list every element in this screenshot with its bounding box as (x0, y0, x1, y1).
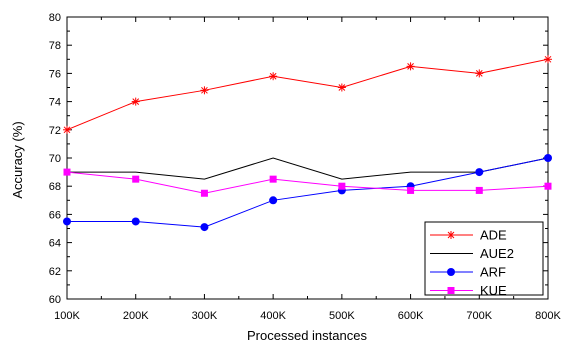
legend-marker-arf (447, 268, 455, 276)
data-point-ade (200, 86, 209, 95)
data-point-arf (131, 217, 140, 226)
legend-label-ade: ADE (480, 228, 507, 243)
data-point-ade (131, 97, 140, 106)
legend-item-ade: ADE (430, 228, 507, 243)
data-point-kue (200, 189, 208, 197)
x-tick-label: 100K (54, 310, 80, 322)
legend-item-aue2: AUE2 (430, 246, 514, 261)
x-tick-label: 400K (260, 310, 286, 322)
x-tick-label: 600K (398, 310, 424, 322)
series-ade (63, 55, 552, 134)
data-point-ade (337, 83, 346, 92)
series-aue2 (67, 157, 549, 180)
legend-box (424, 221, 544, 296)
legend: ADE AUE2 ARF KUE (424, 221, 544, 298)
series-layer (63, 55, 552, 232)
data-point-ade (544, 55, 552, 64)
y-axis: 60 62 64 66 68 70 72 74 76 78 80 (49, 12, 548, 306)
series-kue (63, 168, 552, 197)
y-tick-label: 80 (49, 12, 61, 24)
x-tick-label: 800K (535, 310, 561, 322)
x-tick-label: 500K (329, 310, 355, 322)
x-tick-label: 700K (466, 310, 492, 322)
legend-item-kue: KUE (430, 283, 507, 298)
legend-item-arf: ARF (430, 265, 506, 280)
data-point-kue (475, 186, 483, 194)
y-axis-label: Accuracy (%) (10, 121, 25, 198)
data-point-kue (544, 182, 552, 190)
y-tick-label: 70 (49, 153, 61, 165)
x-tick-label: 200K (123, 310, 149, 322)
y-tick-label: 72 (49, 125, 61, 137)
series-line-arf (67, 157, 549, 228)
y-tick-label: 66 (49, 209, 61, 221)
data-point-arf (544, 154, 552, 162)
data-point-ade (269, 72, 278, 81)
data-point-arf (200, 223, 209, 232)
series-line-kue (66, 171, 549, 194)
data-point-kue (63, 168, 71, 176)
data-point-kue (132, 175, 140, 183)
data-point-ade (406, 62, 415, 71)
y-tick-label: 64 (49, 238, 61, 250)
data-point-ade (63, 125, 71, 134)
series-line-ade (66, 58, 549, 131)
x-axis: 100K 200K 300K 400K 500K 600K 700K 800K (54, 17, 562, 322)
series-line-aue2 (67, 157, 549, 180)
y-tick-label: 78 (49, 40, 61, 52)
data-point-ade (475, 69, 484, 78)
legend-label-arf: ARF (480, 265, 506, 280)
x-axis-label: Processed instances (247, 328, 367, 342)
legend-label-kue: KUE (480, 283, 507, 298)
y-tick-label: 62 (49, 266, 61, 278)
legend-label-aue2: AUE2 (480, 246, 514, 261)
x-tick-label: 300K (192, 310, 218, 322)
data-point-kue (338, 182, 346, 190)
y-tick-label: 68 (49, 181, 61, 193)
y-tick-label: 76 (49, 68, 61, 80)
data-point-kue (269, 175, 277, 183)
y-tick-label: 74 (49, 97, 61, 109)
y-tick-label: 60 (49, 294, 61, 306)
data-point-arf (475, 168, 484, 177)
legend-marker-ade (447, 231, 455, 239)
data-point-kue (407, 186, 415, 194)
data-point-arf (269, 196, 278, 205)
legend-marker-kue (447, 287, 455, 294)
data-point-arf (63, 217, 71, 226)
